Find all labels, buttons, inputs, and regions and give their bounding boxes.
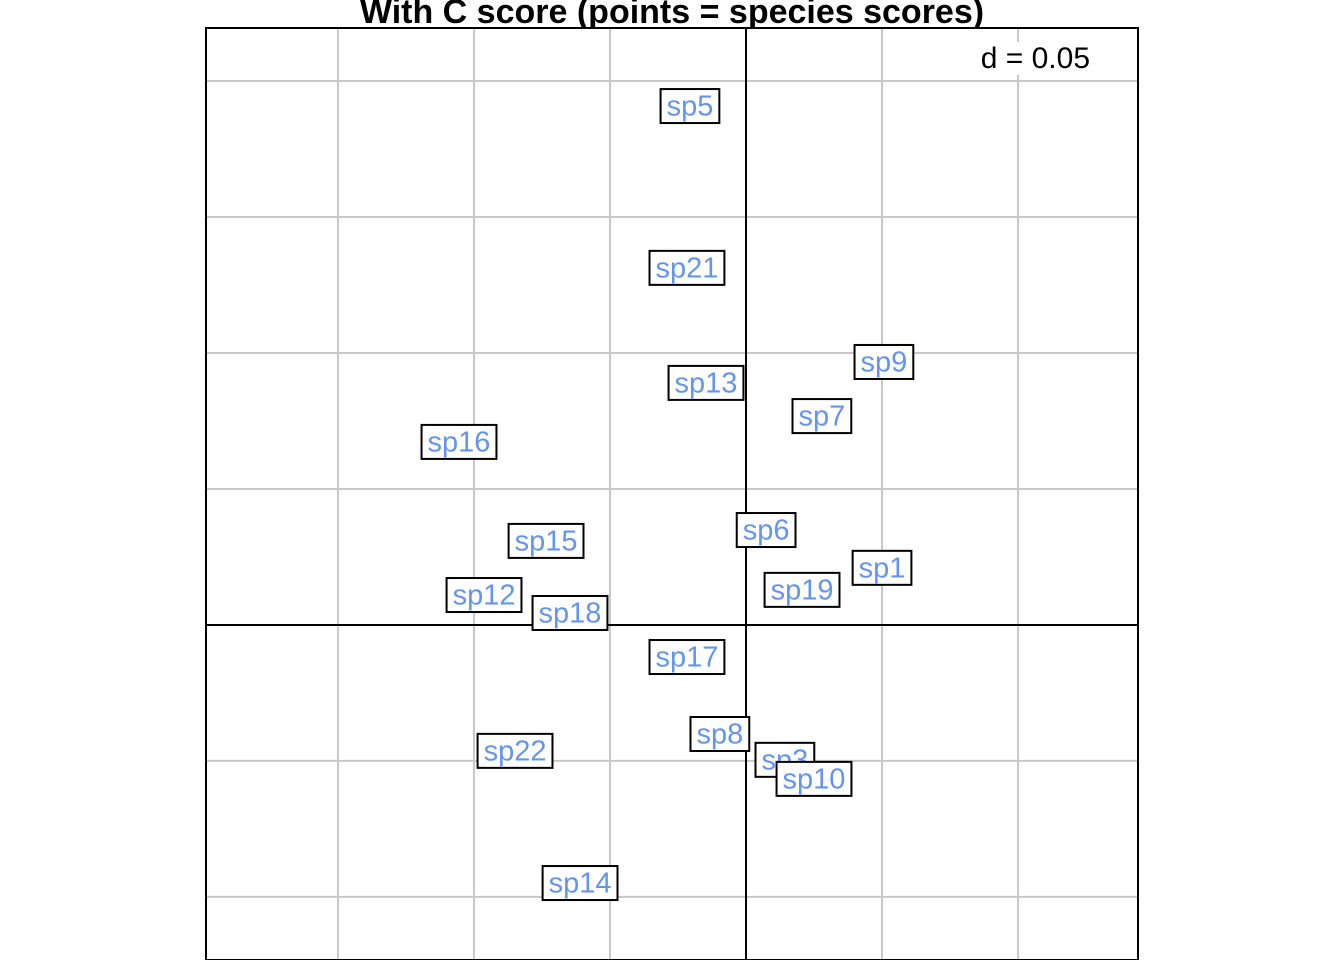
point-label: sp14: [549, 868, 612, 900]
label-box: [648, 639, 726, 676]
label-box: [791, 398, 853, 435]
scale-label: d = 0.05: [981, 42, 1090, 75]
point-label: sp6: [743, 515, 790, 547]
label-box: [445, 577, 523, 614]
label-box: [853, 343, 915, 380]
label-box: [659, 88, 721, 125]
point-label: sp18: [539, 598, 602, 630]
point-label: sp22: [484, 736, 547, 768]
label-box: [531, 594, 609, 631]
point-label: sp16: [428, 427, 491, 459]
label-box: [689, 716, 751, 753]
plot-background: [206, 28, 1138, 960]
point-label: sp12: [453, 580, 516, 612]
label-box: [763, 571, 841, 608]
point-label: sp9: [861, 347, 908, 379]
label-box: [851, 549, 913, 586]
point-label: sp10: [783, 764, 846, 796]
point-label: sp7: [799, 401, 846, 433]
label-box: [735, 512, 797, 549]
point-label: sp5: [667, 91, 714, 123]
label-box: [648, 249, 726, 286]
scale-label-bg: [976, 41, 1094, 75]
label-box: [420, 423, 498, 460]
label-box: [667, 364, 745, 401]
point-label: sp1: [859, 552, 906, 584]
label-box: [476, 732, 554, 769]
label-box: [507, 522, 585, 559]
chart-title: With C score (points = species scores): [360, 0, 984, 31]
point-label: sp17: [656, 642, 719, 674]
point-label: sp8: [696, 719, 743, 751]
point-label: sp19: [771, 575, 834, 607]
point-label: sp13: [675, 368, 738, 400]
point-label: sp21: [656, 253, 719, 285]
label-box: [541, 865, 619, 902]
label-box: [775, 760, 853, 797]
point-label: sp15: [515, 526, 578, 558]
